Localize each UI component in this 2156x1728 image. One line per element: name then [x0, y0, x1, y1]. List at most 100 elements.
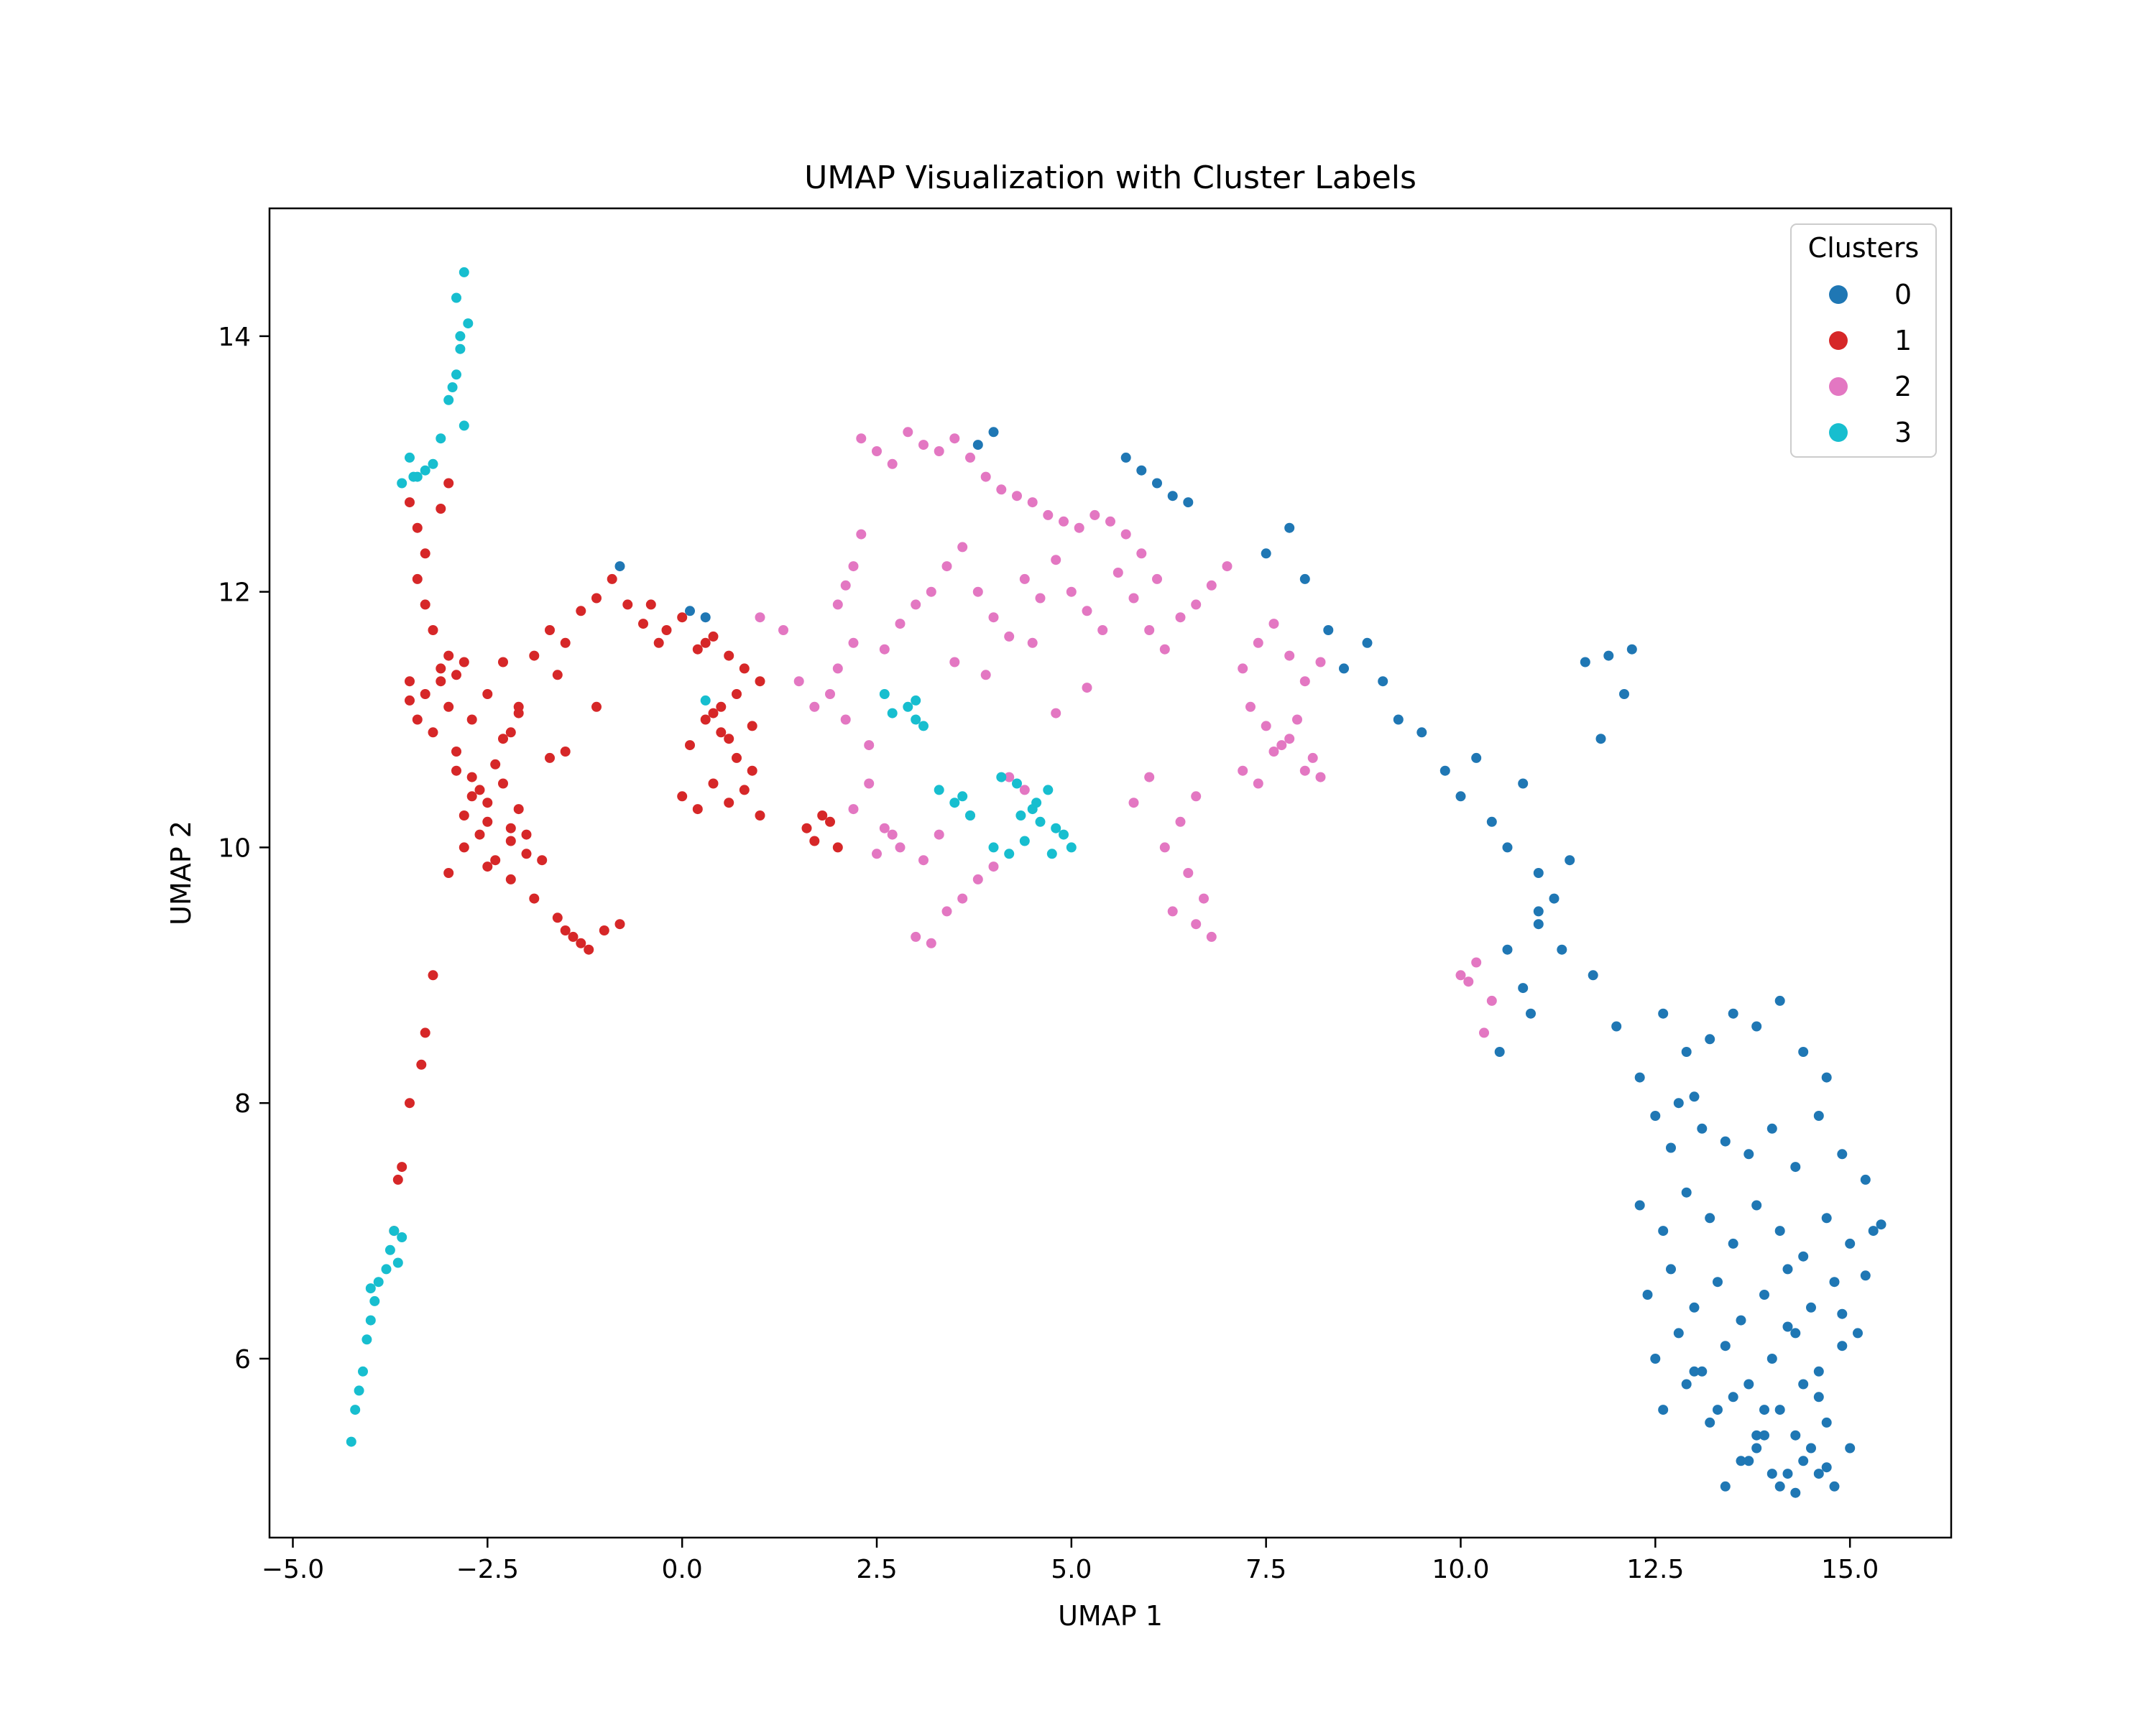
point-cluster-2 — [848, 561, 859, 572]
point-cluster-2 — [1455, 970, 1466, 981]
point-cluster-1 — [700, 714, 711, 725]
legend-entries: 0 1 2 3 — [1829, 279, 1912, 448]
point-cluster-1 — [498, 657, 508, 667]
point-cluster-1 — [529, 893, 540, 904]
point-cluster-2 — [957, 893, 968, 904]
point-cluster-0 — [1728, 1008, 1738, 1019]
series-cluster-0 — [614, 427, 1886, 1498]
point-cluster-2 — [840, 714, 851, 725]
point-cluster-3 — [1012, 778, 1022, 789]
point-cluster-3 — [373, 1277, 384, 1288]
point-cluster-1 — [505, 874, 516, 884]
x-tick-label: 10.0 — [1432, 1555, 1489, 1584]
point-cluster-0 — [1728, 1238, 1738, 1249]
point-cluster-2 — [1206, 931, 1217, 942]
point-cluster-0 — [1658, 1008, 1669, 1019]
point-cluster-1 — [466, 772, 477, 782]
point-cluster-3 — [405, 452, 415, 463]
point-cluster-0 — [1378, 676, 1388, 687]
point-cluster-0 — [700, 612, 711, 623]
point-cluster-0 — [1580, 657, 1590, 667]
x-tick-label: 12.5 — [1626, 1555, 1684, 1584]
point-cluster-2 — [1284, 650, 1295, 661]
y-tick-label: 6 — [234, 1345, 251, 1374]
point-cluster-1 — [747, 721, 757, 731]
point-cluster-2 — [832, 599, 843, 610]
point-cluster-1 — [513, 804, 524, 815]
point-cluster-0 — [1837, 1149, 1848, 1160]
point-cluster-3 — [996, 772, 1007, 782]
chart-title: UMAP Visualization with Cluster Labels — [804, 160, 1416, 196]
point-cluster-3 — [1004, 849, 1015, 859]
point-cluster-3 — [1046, 849, 1057, 859]
point-cluster-2 — [980, 471, 991, 482]
point-cluster-2 — [1238, 663, 1248, 674]
point-cluster-2 — [1191, 791, 1202, 802]
point-cluster-0 — [1774, 1405, 1785, 1415]
point-cluster-1 — [428, 625, 438, 635]
point-cluster-2 — [1027, 497, 1038, 508]
point-cluster-2 — [949, 433, 960, 444]
point-cluster-1 — [560, 925, 571, 935]
point-cluster-2 — [1276, 740, 1287, 751]
point-cluster-2 — [1027, 637, 1038, 648]
point-cluster-0 — [1533, 919, 1544, 930]
point-cluster-2 — [1012, 491, 1022, 502]
point-cluster-2 — [911, 931, 921, 942]
point-cluster-2 — [1159, 644, 1170, 655]
point-cluster-2 — [918, 440, 929, 451]
y-axis-label: UMAP 2 — [165, 821, 197, 925]
point-cluster-0 — [1751, 1430, 1762, 1441]
legend-marker — [1829, 285, 1848, 304]
point-cluster-2 — [1175, 816, 1186, 827]
point-cluster-1 — [622, 599, 633, 610]
point-cluster-2 — [793, 676, 804, 687]
point-cluster-1 — [755, 676, 765, 687]
point-cluster-3 — [420, 465, 430, 476]
point-cluster-1 — [451, 747, 461, 757]
point-cluster-0 — [1813, 1469, 1824, 1479]
point-cluster-0 — [1502, 842, 1513, 853]
point-cluster-1 — [568, 931, 579, 942]
point-cluster-2 — [1004, 772, 1015, 782]
point-cluster-3 — [346, 1436, 356, 1447]
point-cluster-0 — [1167, 491, 1178, 502]
point-cluster-2 — [949, 657, 960, 667]
point-cluster-1 — [708, 708, 719, 719]
legend-label: 0 — [1894, 279, 1912, 310]
point-cluster-3 — [957, 791, 968, 802]
point-cluster-2 — [926, 938, 936, 948]
point-cluster-2 — [1183, 868, 1194, 878]
point-cluster-2 — [957, 542, 968, 553]
point-cluster-3 — [455, 343, 466, 354]
point-cluster-3 — [436, 433, 446, 444]
point-cluster-0 — [1439, 765, 1450, 776]
point-cluster-1 — [420, 599, 430, 610]
point-cluster-1 — [576, 938, 586, 948]
point-cluster-0 — [1806, 1302, 1816, 1313]
point-cluster-2 — [872, 849, 882, 859]
point-cluster-3 — [365, 1315, 376, 1326]
point-cluster-0 — [1798, 1251, 1809, 1262]
point-cluster-2 — [832, 663, 843, 674]
x-tick-label: 5.0 — [1051, 1555, 1092, 1584]
point-cluster-2 — [879, 823, 890, 833]
point-cluster-2 — [809, 701, 820, 712]
point-cluster-1 — [685, 740, 695, 751]
point-cluster-2 — [1268, 747, 1279, 757]
legend: Clusters 0 1 2 3 — [1790, 223, 1937, 458]
point-cluster-0 — [1502, 944, 1513, 955]
x-axis-ticks: −5.0 −2.5 0.0 2.5 5.0 7.5 10.0 12.5 15.0 — [262, 1538, 1879, 1584]
point-cluster-3 — [1066, 842, 1077, 853]
point-cluster-2 — [1128, 593, 1139, 604]
point-cluster-0 — [1339, 663, 1349, 674]
point-cluster-0 — [1494, 1047, 1505, 1057]
point-cluster-0 — [1821, 1417, 1832, 1428]
point-cluster-2 — [1471, 957, 1482, 968]
y-tick-label: 14 — [218, 323, 251, 352]
point-cluster-2 — [1082, 606, 1092, 616]
point-cluster-1 — [459, 810, 469, 821]
point-cluster-0 — [1806, 1443, 1816, 1454]
point-cluster-0 — [1689, 1302, 1700, 1313]
